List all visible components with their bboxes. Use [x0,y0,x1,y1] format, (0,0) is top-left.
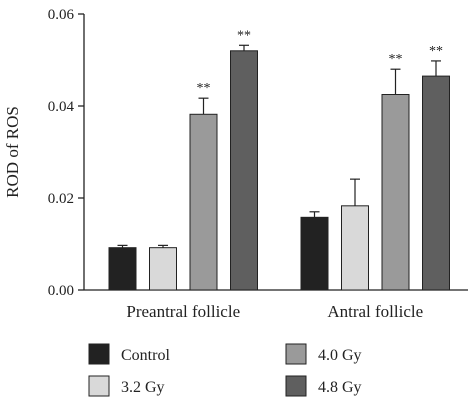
y-tick-label: 0.02 [48,191,74,207]
legend-swatch [285,375,307,397]
y-tick-label: 0.06 [48,7,75,23]
legend-swatch [88,343,110,365]
bar [108,247,137,291]
bar [341,205,369,291]
significance-label: ** [389,52,403,67]
category-labels: Preantral follicle Antral follicle [126,302,423,321]
legend-swatch [88,375,110,397]
legend-label: 4.8 Gy [318,379,362,396]
significance-label: ** [429,44,443,59]
bar [149,247,177,291]
y-tick-label: 0.04 [48,99,75,115]
significance-label: ** [197,81,211,96]
bar [422,75,450,291]
significance-label: ** [237,28,251,43]
legend-label: Control [121,347,170,364]
y-tick-label: 0.00 [48,283,74,299]
y-ticks: 0.00 0.02 0.04 0.06 [48,7,84,299]
bar [189,113,218,291]
legend: Control 3.2 Gy 4.0 Gy 4.8 Gy [88,343,362,397]
bar [300,216,329,291]
bars: ** ** ** ** [108,28,450,291]
legend-label: 3.2 Gy [121,379,165,396]
legend-swatch [285,343,307,365]
category-label: Preantral follicle [126,302,240,321]
bar [230,50,258,291]
category-label: Antral follicle [327,302,423,321]
y-axis-title: ROD of ROS [3,106,22,198]
bar [381,94,410,291]
legend-label: 4.0 Gy [318,347,362,364]
